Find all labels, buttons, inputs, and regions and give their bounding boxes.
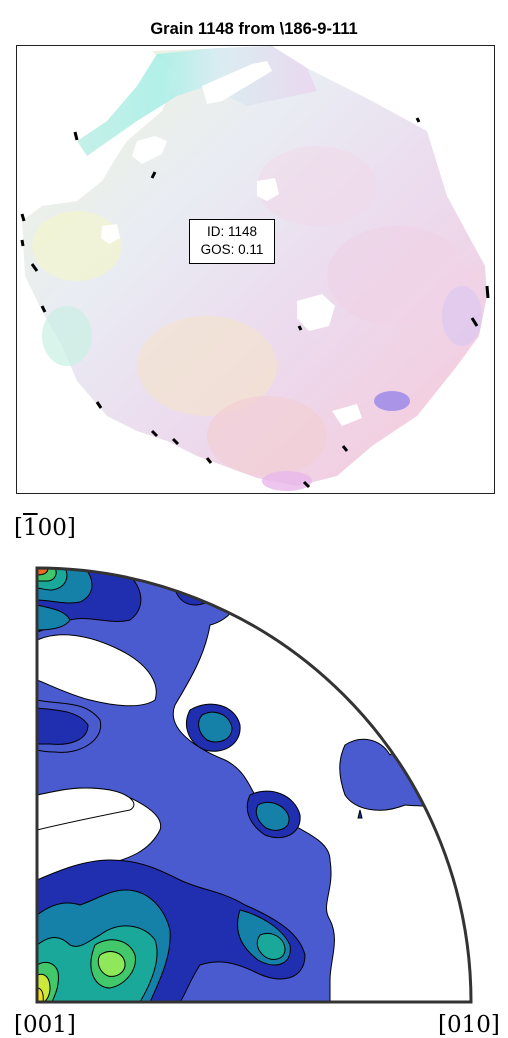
pole-label-bottom-right: [010]	[438, 1012, 500, 1038]
contour-level-2g	[418, 729, 453, 797]
contour-level-2c	[37, 707, 89, 745]
contour-peak-b	[37, 987, 44, 1002]
pole-label-top-open: [	[14, 515, 23, 541]
contour-level-3b	[37, 604, 71, 631]
pole-figure-boundary	[35, 566, 473, 1004]
grain-id-text: ID: 1148	[206, 224, 258, 239]
inverse-pole-figure	[35, 566, 473, 1004]
contour-level-4c	[256, 933, 286, 960]
orientation-map: ID: 1148 GOS: 0.11	[16, 45, 495, 494]
map-title: Grain 1148 from \186-9-111	[150, 20, 358, 38]
pole-label-top-rest: 00]	[37, 515, 76, 541]
pole-label-top: [100]	[14, 515, 76, 541]
contour-level-3c	[198, 711, 233, 743]
grain-orientation-map-image	[20, 46, 490, 491]
pole-label-bottom-left: [001]	[14, 1012, 76, 1038]
grain-gos-text: GOS: 0.11	[200, 242, 264, 257]
boundary-segments	[20, 117, 490, 489]
pole-label-top-barred-digit: 1	[22, 515, 38, 541]
grain-info-box: ID: 1148 GOS: 0.11	[189, 219, 275, 264]
contour-level-1c	[339, 729, 456, 811]
contour-level-3d	[255, 801, 290, 831]
contour-level-6	[97, 951, 126, 977]
